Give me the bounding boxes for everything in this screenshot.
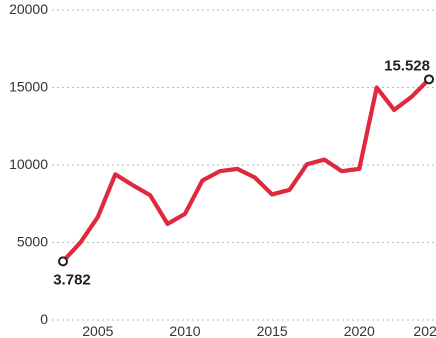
x-axis: 2005 2010 2015 2020 2024	[82, 323, 436, 338]
data-point-marker	[58, 256, 68, 267]
data-point-marker	[424, 74, 434, 85]
x-tick-label: 2010	[169, 323, 200, 338]
y-tick-label: 20000	[9, 1, 48, 17]
annotations: 3.782 15.528	[53, 57, 434, 288]
x-tick-label: 2020	[344, 323, 375, 338]
series-layer	[60, 77, 432, 264]
series-line	[60, 77, 432, 264]
y-axis: 0 5000 10000 15000 20000	[9, 1, 48, 327]
grid-lines	[52, 9, 436, 321]
data-label: 3.782	[53, 271, 91, 288]
data-label: 15.528	[384, 57, 430, 74]
x-tick-label: 2024	[413, 323, 436, 338]
x-tick-label: 2015	[257, 323, 288, 338]
x-tick-label: 2005	[82, 323, 113, 338]
y-tick-label: 15000	[9, 79, 48, 95]
y-tick-label: 0	[40, 311, 48, 327]
y-tick-label: 5000	[17, 234, 48, 250]
y-tick-label: 10000	[9, 156, 48, 172]
